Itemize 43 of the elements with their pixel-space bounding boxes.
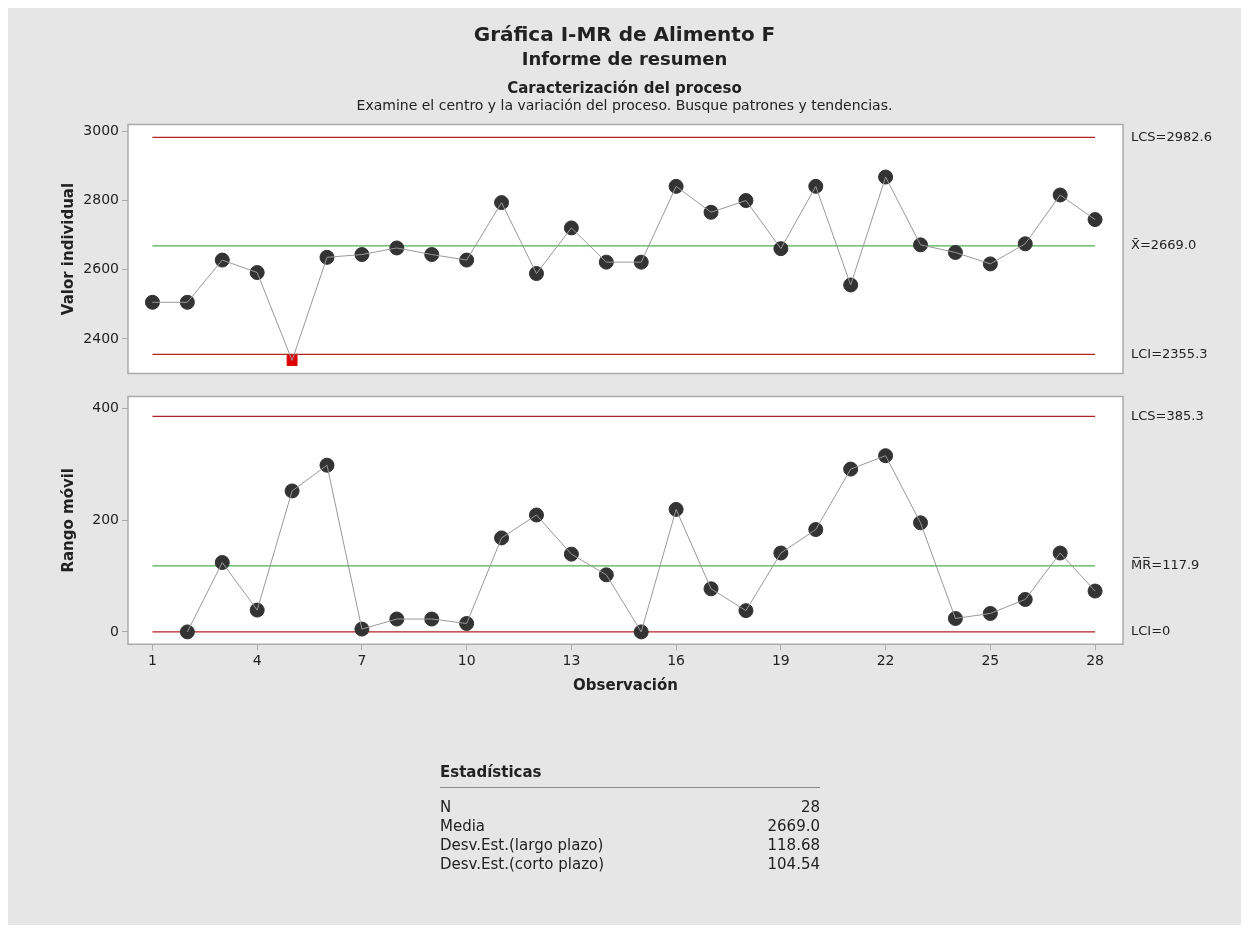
x-tick-label: 13	[562, 652, 581, 669]
x-axis-title: Observación	[573, 675, 678, 694]
ref-line-label: M̅R̅=117.9	[1131, 556, 1200, 573]
x-tick-label: 28	[1086, 652, 1104, 669]
y-tick-label: 200	[92, 510, 119, 527]
y-tick-label: 3000	[83, 121, 119, 138]
ref-line-label: LCI=0	[1131, 623, 1171, 639]
x-tick-label: 1	[147, 652, 157, 669]
category-label: Media	[440, 817, 486, 836]
text: Estadísticas	[440, 763, 820, 788]
chart-subtitle: Informe de resumen	[520, 48, 729, 69]
text: 28	[800, 798, 820, 816]
chart-title: Gráfica I-MR de Alimento F	[472, 22, 777, 46]
y-axis-title: Valor individual	[58, 182, 77, 316]
x-tick-label: 7	[357, 652, 367, 669]
x-tick-label: 16	[667, 652, 686, 669]
y-tick-label: 2400	[83, 329, 119, 346]
category-label: Desv.Est.(largo plazo)	[440, 836, 604, 855]
point	[1087, 583, 1103, 599]
y-axis-title: Rango móvil	[58, 467, 77, 573]
y-tick-label: 400	[92, 398, 119, 415]
text: 2669.0	[767, 817, 820, 835]
point	[144, 294, 160, 310]
ref-line-label: X̄=2669.0	[1131, 237, 1197, 253]
category-label: Desv.Est.(corto plazo)	[440, 855, 605, 874]
x-tick-label: 19	[771, 652, 790, 669]
ref-line-label: LCS=385.3	[1131, 407, 1204, 423]
x-tick-label: 22	[876, 652, 895, 669]
y-tick-label: 2800	[83, 191, 119, 208]
text: Caracterización del proceso	[506, 79, 743, 97]
y-tick-label: 0	[110, 622, 119, 639]
x-tick-label: 25	[981, 652, 1000, 669]
category-label: N	[440, 798, 452, 817]
point	[179, 624, 195, 640]
ref-line-label: LCI=2355.3	[1131, 345, 1208, 361]
x-tick-label: 10	[457, 652, 476, 669]
text: 104.54	[767, 855, 820, 873]
y-tick-label: 2600	[83, 260, 119, 277]
text: 118.68	[767, 836, 820, 854]
text: Examine el centro y la variación del proceso. Busque patrones y tendencias.	[355, 97, 894, 113]
point	[1087, 212, 1103, 228]
x-tick-label: 4	[252, 652, 262, 669]
ref-line-label: LCS=2982.6	[1131, 128, 1212, 144]
